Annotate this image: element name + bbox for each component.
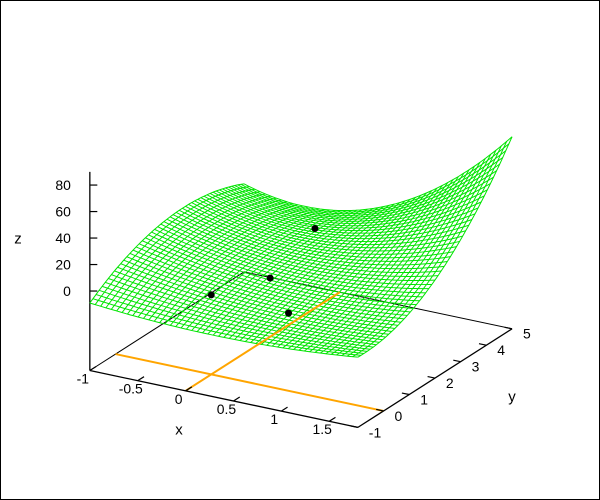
data-point: [207, 291, 215, 299]
surface-mesh-line-y: [200, 197, 469, 243]
x-tick-mark: [89, 366, 97, 372]
y-tick-label: 1: [420, 391, 428, 407]
surface-mesh-line-y: [237, 150, 507, 215]
surface-mesh-line-y: [172, 214, 442, 274]
surface-mesh-line-y: [89, 302, 358, 358]
surface-mesh-line-y: [197, 198, 466, 246]
surface-mesh-line-y: [120, 263, 389, 335]
x-tick-label: 1.5: [313, 421, 333, 437]
data-point: [285, 309, 293, 317]
y-tick-label: 5: [523, 326, 531, 342]
x-tick-mark: [137, 376, 145, 382]
surface-mesh-line-y: [188, 203, 457, 255]
surface-mesh-line-y: [209, 192, 479, 234]
surface-mesh-line-y: [212, 191, 482, 232]
y-tick-mark: [478, 343, 487, 346]
surface-mesh-line-y: [105, 281, 374, 348]
surface-mesh-line-y: [108, 278, 377, 346]
x-axis-label: x: [175, 421, 183, 439]
surface-mesh-line-y: [203, 195, 473, 240]
zero-axis-line-y-equals-0: [115, 353, 384, 412]
data-point: [266, 274, 274, 282]
x-tick-label: 1: [270, 411, 278, 427]
surface-mesh-line-y: [216, 190, 485, 229]
surface-mesh-line-y: [160, 223, 429, 290]
surface-mesh-line-y: [191, 202, 460, 252]
x-tick-label: 0: [175, 391, 183, 407]
surface-mesh-line-y: [135, 246, 405, 320]
y-tick-label: -1: [369, 424, 382, 440]
x-tick-mark: [328, 416, 336, 422]
y-tick-mark: [350, 425, 358, 428]
surface-mesh-line-y: [102, 285, 371, 350]
surface-mesh-line-y: [129, 252, 398, 326]
x-tick-label: 0.5: [217, 401, 237, 417]
surface-mesh-line-y: [157, 226, 426, 294]
surface-mesh-line-y: [175, 212, 445, 270]
surface-mesh-line-y: [148, 234, 417, 306]
x-tick-label: -1: [77, 370, 90, 386]
surface-mesh-line-y: [185, 205, 454, 259]
surface-mesh-line-y: [206, 194, 476, 237]
surface-mesh-line-y: [243, 136, 513, 212]
surface-mesh-line-y: [114, 270, 383, 341]
surface-mesh-line-y: [132, 249, 402, 323]
y-axis-line: [357, 328, 513, 428]
x-tick-mark: [185, 386, 193, 392]
surface-mesh-line-y: [98, 289, 368, 352]
x-tick-mark: [233, 396, 241, 402]
surface-mesh-line-y: [142, 240, 411, 313]
surface-mesh-line-y: [111, 274, 380, 343]
y-tick-mark: [401, 392, 410, 396]
surface-mesh-line-y: [182, 207, 451, 262]
surface-mesh-line-y: [228, 170, 497, 220]
surface-mesh-line-y: [219, 189, 488, 227]
z-tick-label: 60: [55, 204, 71, 220]
y-axis-label: y: [508, 388, 516, 406]
surface-mesh-line-y: [225, 176, 494, 222]
surface-mesh-line-y: [123, 259, 392, 332]
surface-mesh-line-y: [117, 266, 386, 338]
surface-mesh-line-y: [240, 143, 510, 213]
y-tick-mark: [376, 408, 384, 412]
y-tick-mark: [453, 359, 461, 363]
surface-mesh-line-y: [179, 209, 448, 266]
y-tick-mark: [427, 376, 436, 379]
y-tick-label: 4: [497, 342, 505, 358]
surface-mesh-line-y: [166, 218, 435, 281]
surface-mesh-line-y: [95, 294, 365, 354]
data-point: [311, 225, 319, 232]
surface-mesh-line-y: [231, 163, 500, 218]
surface-mesh-line-y: [234, 157, 504, 216]
surface-mesh-line-y: [222, 183, 491, 224]
y-tick-label: 0: [395, 408, 403, 424]
y-tick-mark: [504, 326, 513, 330]
y-tick-label: 3: [472, 359, 480, 375]
surface-mesh-line-y: [145, 237, 414, 309]
surface-mesh-line-y: [194, 200, 463, 249]
z-tick-label: 80: [55, 177, 71, 193]
y-tick-label: 2: [446, 375, 454, 391]
x-tick-mark: [280, 406, 288, 412]
x-tick-label: -0.5: [119, 381, 143, 397]
surface-mesh-line-y: [169, 216, 439, 277]
z-tick-label: 0: [63, 283, 71, 299]
z-tick-label: 20: [55, 257, 71, 273]
surface-mesh-line-y: [163, 221, 432, 286]
surface-mesh-line-y: [154, 228, 423, 298]
z-axis-label: z: [14, 230, 22, 248]
surface-mesh-line-y: [138, 243, 408, 316]
x-axis-line: [89, 369, 359, 429]
surface-mesh-line-y: [126, 256, 395, 329]
surface-mesh-line-y: [92, 298, 362, 356]
surface-mesh-line-y: [151, 231, 420, 302]
z-tick-label: 40: [55, 230, 71, 246]
